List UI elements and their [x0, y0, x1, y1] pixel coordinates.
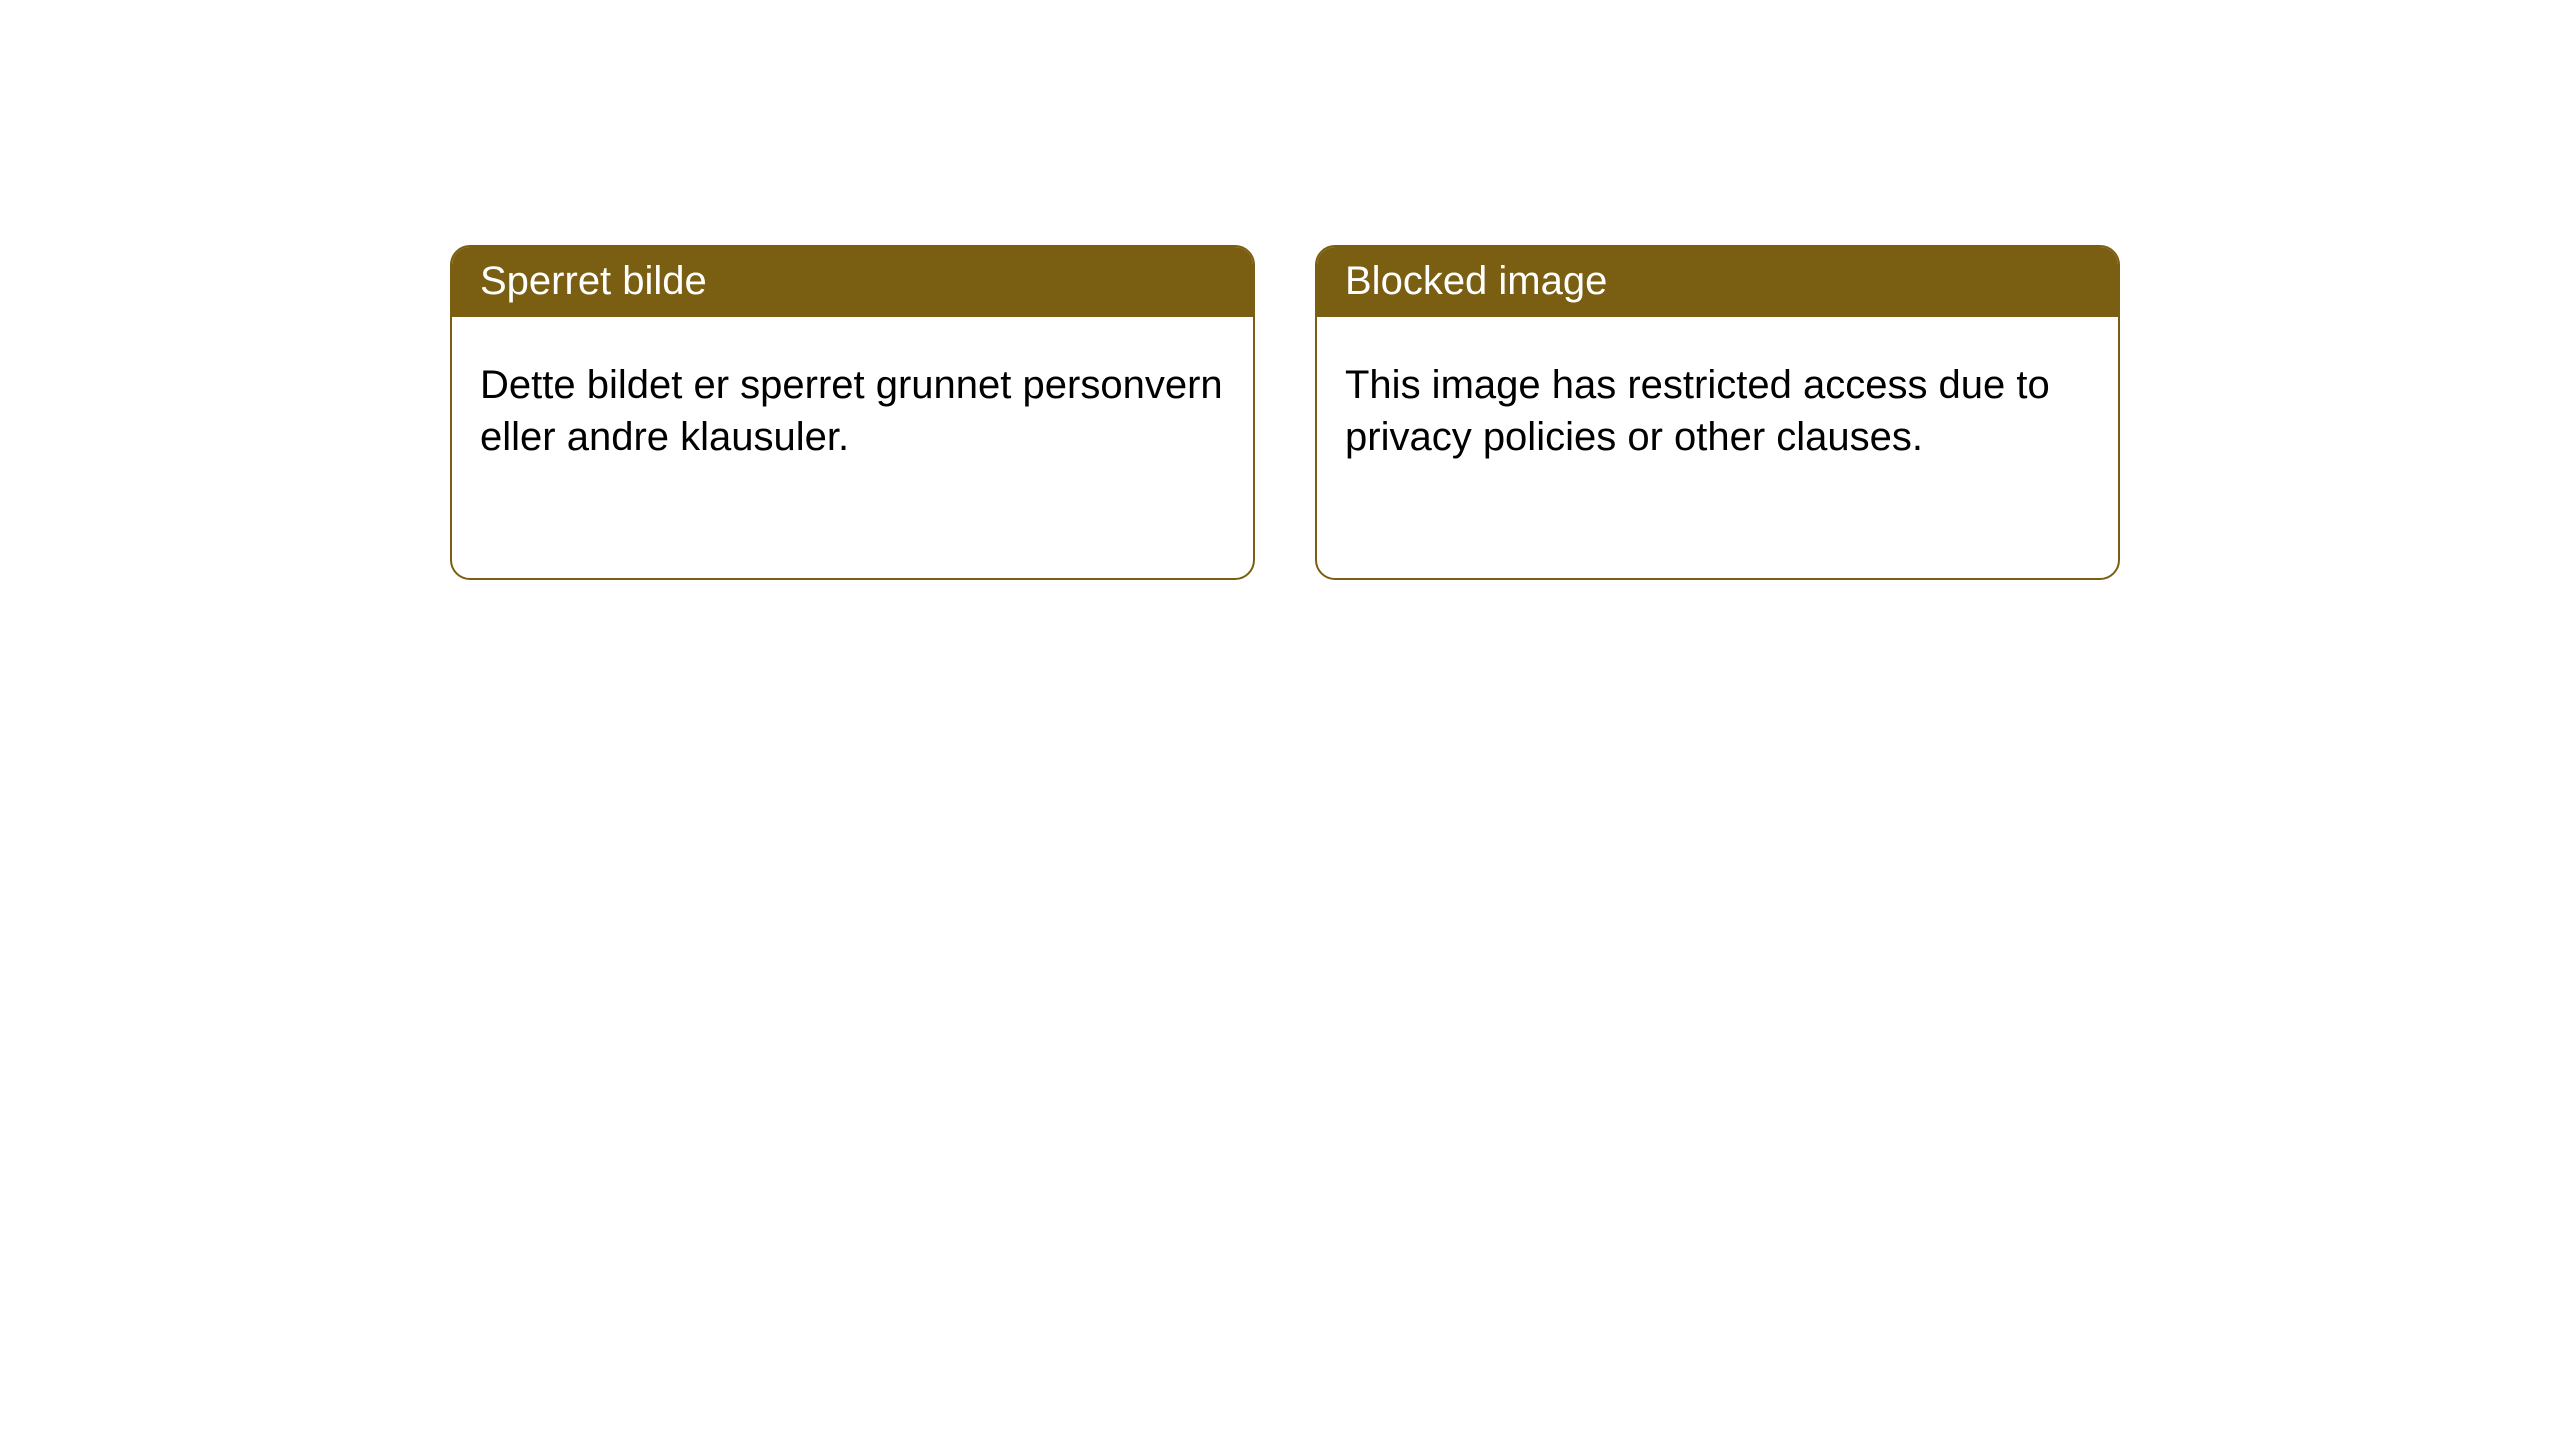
card-title: Sperret bilde [480, 259, 707, 303]
card-body: Dette bildet er sperret grunnet personve… [452, 317, 1253, 491]
card-header: Sperret bilde [452, 247, 1253, 317]
card-header: Blocked image [1317, 247, 2118, 317]
notice-card-english: Blocked image This image has restricted … [1315, 245, 2120, 580]
card-message: Dette bildet er sperret grunnet personve… [480, 363, 1223, 459]
card-message: This image has restricted access due to … [1345, 363, 2050, 459]
card-title: Blocked image [1345, 259, 1607, 303]
notice-container: Sperret bilde Dette bildet er sperret gr… [0, 0, 2560, 580]
notice-card-norwegian: Sperret bilde Dette bildet er sperret gr… [450, 245, 1255, 580]
card-body: This image has restricted access due to … [1317, 317, 2118, 491]
